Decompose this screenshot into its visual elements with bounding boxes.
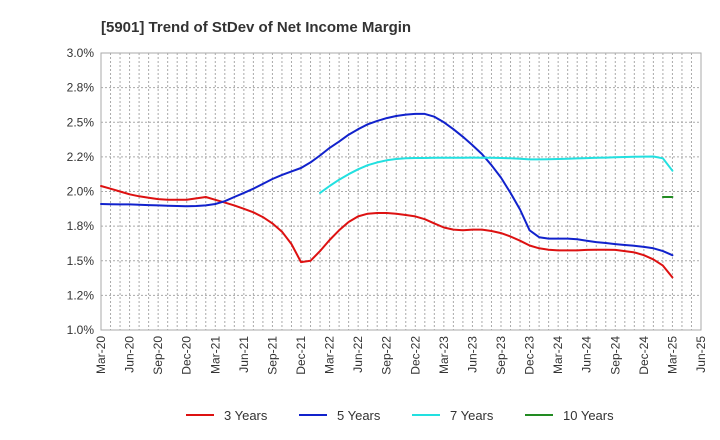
x-tick-label: Mar-20 (94, 336, 108, 374)
x-tick-label: Jun-22 (351, 336, 365, 373)
y-tick-label: 2.0% (67, 185, 95, 199)
grid (101, 53, 701, 330)
x-tick-label: Dec-24 (637, 336, 651, 375)
x-tick-label: Dec-22 (408, 336, 422, 375)
y-tick-label: 3.0% (67, 46, 95, 60)
y-tick-label: 1.2% (67, 288, 95, 302)
plot-border (100, 52, 702, 331)
x-tick-label: Jun-25 (694, 336, 708, 373)
y-tick-label: 2.5% (67, 115, 95, 129)
x-tick-label: Jun-24 (580, 336, 594, 373)
y-tick-label: 1.5% (67, 254, 95, 268)
x-tick-label: Jun-20 (123, 336, 137, 373)
legend-label-7-years: 7 Years (450, 408, 494, 423)
x-tick-label: Mar-24 (551, 336, 565, 374)
x-tick-label: Sep-21 (265, 336, 279, 375)
series-line-5-years (100, 112, 674, 257)
legend-label-3-years: 3 Years (224, 408, 268, 423)
x-tick-label: Mar-21 (208, 336, 222, 374)
y-tick-label: 1.0% (67, 323, 95, 337)
y-tick-label: 2.8% (67, 81, 95, 95)
chart-title: [5901] Trend of StDev of Net Income Marg… (101, 19, 411, 36)
x-tick-label: Jun-21 (237, 336, 251, 373)
x-tick-label: Mar-22 (323, 336, 337, 374)
x-tick-label: Sep-24 (608, 336, 622, 375)
y-axis: 1.0% 1.2% 1.5% 1.8% 2.0% 2.2% 2.5% 2.8% 3.0% (67, 46, 95, 337)
x-tick-label: Dec-21 (294, 336, 308, 375)
series-line-7-years (319, 155, 674, 194)
x-tick-label: Sep-22 (380, 336, 394, 375)
x-tick-label: Sep-20 (151, 336, 165, 375)
legend: 3 Years 5 Years 7 Years 10 Years (186, 408, 614, 423)
series-line-3-years (100, 185, 674, 279)
legend-label-10-years: 10 Years (563, 408, 614, 423)
y-tick-label: 2.2% (67, 150, 95, 164)
y-tick-label: 1.8% (67, 219, 95, 233)
x-tick-label: Mar-23 (437, 336, 451, 374)
series-lines (100, 112, 674, 279)
x-axis: Mar-20 Jun-20 Sep-20 Dec-20 Mar-21 Jun-21 Sep-… (94, 336, 708, 375)
x-tick-label: Dec-20 (180, 336, 194, 375)
legend-label-5-years: 5 Years (337, 408, 381, 423)
x-tick-label: Dec-23 (523, 336, 537, 375)
x-tick-label: Jun-23 (465, 336, 479, 373)
x-tick-label: Mar-25 (665, 336, 679, 374)
x-tick-label: Sep-23 (494, 336, 508, 375)
